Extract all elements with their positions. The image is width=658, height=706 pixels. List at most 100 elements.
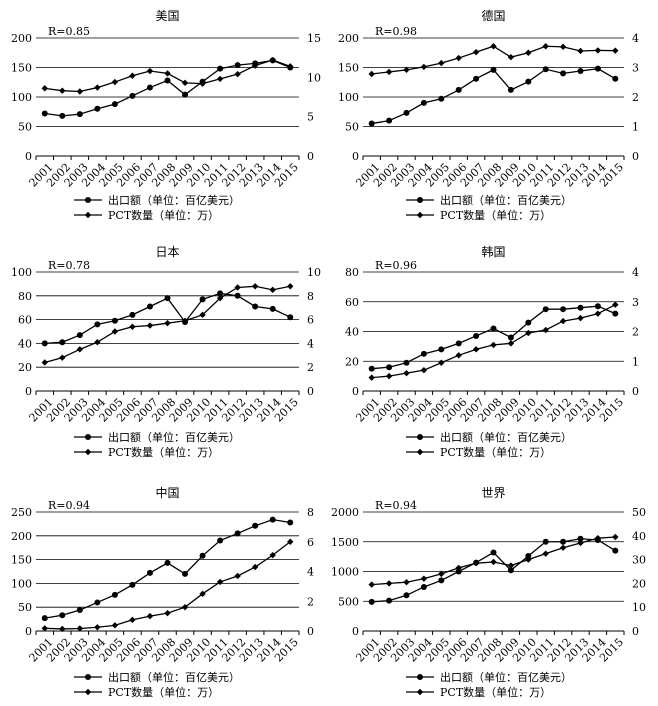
data-point bbox=[403, 109, 410, 116]
data-point bbox=[455, 54, 462, 62]
data-point bbox=[41, 615, 48, 622]
data-point bbox=[182, 570, 189, 577]
legend-label: 出口额（单位：百亿美元） bbox=[108, 193, 240, 207]
y-left-tick-label: 250 bbox=[11, 506, 32, 519]
data-point bbox=[386, 364, 393, 371]
legend-entry: 出口额（单位：百亿美元） bbox=[406, 193, 572, 207]
series-export bbox=[41, 290, 294, 347]
chart-title: 世界 bbox=[481, 486, 505, 500]
series-pct bbox=[41, 56, 294, 95]
data-point bbox=[59, 339, 66, 346]
data-point bbox=[420, 583, 427, 590]
data-point bbox=[612, 75, 619, 82]
y-right-tick-label: 10 bbox=[307, 266, 321, 279]
data-point bbox=[490, 43, 497, 50]
series-export bbox=[368, 535, 619, 605]
y-right-tick-label: 0 bbox=[307, 625, 314, 638]
y-right-tick-label: 20 bbox=[632, 577, 646, 590]
data-point bbox=[420, 575, 428, 582]
y-right-tick-label: 6 bbox=[307, 536, 314, 549]
correlation-annotation: R=0.85 bbox=[48, 25, 90, 38]
data-point bbox=[420, 63, 428, 71]
legend-label: 出口额（单位：百亿美元） bbox=[440, 670, 572, 684]
data-point bbox=[420, 350, 427, 357]
y-right-tick-label: 2 bbox=[632, 91, 639, 104]
legend-marker bbox=[84, 448, 92, 456]
data-point bbox=[559, 317, 567, 325]
chart-title: 中国 bbox=[155, 485, 179, 500]
y-left-tick-label: 50 bbox=[18, 121, 32, 134]
y-left-tick-label: 200 bbox=[338, 32, 359, 45]
data-point bbox=[129, 616, 136, 624]
y-left-tick-label: 50 bbox=[345, 121, 359, 134]
data-point bbox=[525, 319, 532, 326]
data-point bbox=[199, 552, 206, 559]
data-point bbox=[287, 519, 294, 526]
y-right-tick-label: 0 bbox=[632, 625, 639, 638]
y-left-tick-label: 20 bbox=[345, 355, 359, 368]
data-point bbox=[94, 321, 101, 328]
data-point bbox=[542, 538, 549, 545]
data-point bbox=[577, 314, 584, 322]
legend-label: PCT数量（单位：万） bbox=[108, 685, 219, 699]
legend-marker bbox=[85, 197, 91, 203]
y-right-tick-label: 50 bbox=[632, 506, 646, 519]
data-point bbox=[438, 359, 445, 366]
data-point bbox=[41, 340, 48, 347]
data-point bbox=[403, 359, 410, 366]
data-point bbox=[111, 591, 118, 598]
series-pct bbox=[368, 43, 619, 78]
data-point bbox=[199, 311, 206, 319]
data-point bbox=[438, 570, 445, 578]
legend-label: PCT数量（单位：万） bbox=[440, 208, 551, 222]
data-point bbox=[560, 306, 567, 313]
y-right-tick-label: 8 bbox=[307, 290, 314, 303]
y-right-tick-label: 6 bbox=[307, 314, 314, 327]
data-point bbox=[111, 622, 119, 629]
data-point bbox=[403, 579, 410, 586]
data-point bbox=[542, 550, 549, 557]
data-point bbox=[542, 66, 549, 73]
data-point bbox=[455, 352, 462, 359]
data-point bbox=[490, 66, 497, 73]
legend-marker bbox=[85, 674, 91, 680]
data-point bbox=[216, 75, 224, 83]
data-point bbox=[612, 547, 619, 554]
series-pct bbox=[368, 533, 619, 588]
data-point bbox=[269, 551, 276, 559]
y-left-tick-label: 40 bbox=[345, 326, 359, 339]
data-point bbox=[199, 80, 206, 87]
y-left-tick-label: 1000 bbox=[331, 566, 359, 579]
legend-marker bbox=[84, 211, 92, 219]
data-point bbox=[217, 65, 224, 72]
legend-marker bbox=[417, 674, 423, 680]
y-right-tick-label: 0 bbox=[307, 385, 314, 398]
data-point bbox=[368, 374, 375, 381]
y-left-tick-label: 2000 bbox=[331, 506, 359, 519]
data-point bbox=[181, 604, 189, 611]
chart-panel-2: 德国20012002200320042005200620072008200920… bbox=[338, 8, 639, 222]
data-point bbox=[269, 305, 276, 312]
data-point bbox=[59, 87, 66, 94]
data-point bbox=[251, 563, 259, 571]
data-point bbox=[76, 332, 83, 339]
chart-panel-1: 美国20012002200320042005200620072008200920… bbox=[11, 9, 321, 222]
data-point bbox=[507, 562, 515, 569]
data-point bbox=[594, 303, 601, 310]
data-point bbox=[146, 67, 154, 75]
y-left-tick-label: 40 bbox=[18, 337, 32, 350]
data-point bbox=[542, 326, 549, 334]
y-left-tick-label: 500 bbox=[338, 595, 359, 608]
y-left-tick-label: 0 bbox=[352, 625, 359, 638]
y-left-tick-label: 100 bbox=[11, 577, 32, 590]
data-point bbox=[146, 303, 153, 310]
data-point bbox=[594, 47, 602, 54]
y-right-tick-label: 8 bbox=[307, 506, 314, 519]
y-right-tick-label: 1 bbox=[632, 355, 639, 368]
legend-entry: PCT数量（单位：万） bbox=[406, 445, 551, 459]
data-point bbox=[385, 68, 393, 76]
series-export bbox=[368, 303, 619, 372]
data-point bbox=[129, 323, 136, 330]
data-point bbox=[76, 111, 83, 118]
legend-marker bbox=[417, 197, 423, 203]
